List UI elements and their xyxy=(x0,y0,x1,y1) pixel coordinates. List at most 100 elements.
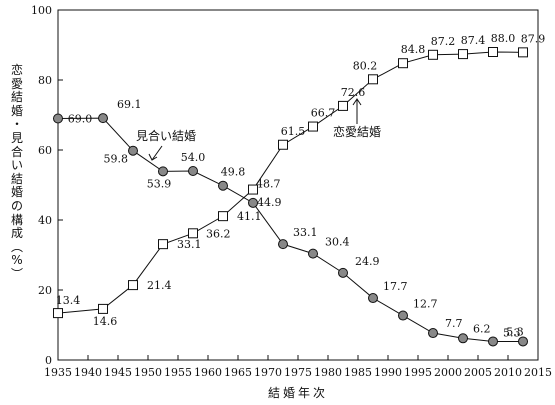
data-label: 14.6 xyxy=(93,315,118,328)
data-point-circle xyxy=(488,336,498,347)
data-label: 41.1 xyxy=(237,210,262,223)
data-label: 33.1 xyxy=(293,226,318,239)
data-label: 59.8 xyxy=(104,153,129,166)
data-point-square xyxy=(488,47,498,57)
annotation-arrowhead xyxy=(148,153,158,161)
data-label: 72.6 xyxy=(341,86,366,99)
y-axis-label-char: 合 xyxy=(10,144,23,159)
data-label: 36.2 xyxy=(206,227,231,240)
data-label: 24.9 xyxy=(355,255,380,268)
data-label: 7.7 xyxy=(445,317,463,330)
x-tick-label: 1970 xyxy=(254,366,282,379)
data-label: 54.0 xyxy=(181,151,206,164)
data-point-square xyxy=(278,139,288,150)
y-tick-label: 0 xyxy=(45,354,52,367)
y-axis-label-char: 見 xyxy=(10,130,23,145)
x-tick-label: 1935 xyxy=(44,366,72,379)
data-label: 66.7 xyxy=(311,107,336,120)
y-axis-label-char: 結 xyxy=(10,171,23,186)
data-point-square xyxy=(338,100,348,111)
series-line xyxy=(57,117,523,342)
data-point-square xyxy=(248,184,258,195)
data-point-circle xyxy=(158,166,168,177)
x-tick-label: 1985 xyxy=(344,366,372,379)
y-axis-label-char: 構 xyxy=(10,212,23,227)
x-tick-label: 1955 xyxy=(164,366,192,379)
data-point-square xyxy=(518,47,528,58)
x-tick-label: 2000 xyxy=(434,366,462,379)
data-point-circle xyxy=(428,328,438,339)
x-tick-label: 1995 xyxy=(404,366,432,379)
y-tick-label: 60 xyxy=(38,144,52,157)
x-tick-label: 1945 xyxy=(104,366,132,379)
data-label: 12.7 xyxy=(413,298,438,311)
data-label: 5.3 xyxy=(503,326,521,339)
x-tick-label: 1950 xyxy=(134,366,162,379)
data-label: 30.4 xyxy=(325,236,350,249)
data-point-square xyxy=(458,49,468,60)
data-point-circle xyxy=(518,336,528,347)
data-label: 13.4 xyxy=(56,294,81,307)
data-point-square xyxy=(398,58,408,69)
y-axis-label-char: の xyxy=(10,198,23,213)
data-point-square xyxy=(218,211,228,222)
y-tick-label: 20 xyxy=(38,284,52,297)
data-label: 84.8 xyxy=(401,43,426,56)
data-point-circle xyxy=(458,333,468,344)
data-point-circle xyxy=(98,113,108,124)
y-axis-label-char: 結 xyxy=(10,90,23,105)
x-tick-label: 1980 xyxy=(314,366,342,379)
annotation-arrow xyxy=(151,145,163,161)
data-label: 61.5 xyxy=(281,125,306,138)
data-label: 69.0 xyxy=(68,113,93,126)
data-label: 48.7 xyxy=(256,178,281,191)
data-point-circle xyxy=(398,310,408,321)
series-line xyxy=(57,51,524,314)
data-label: 87.2 xyxy=(431,35,456,48)
data-point-square xyxy=(158,239,168,250)
data-point-circle xyxy=(188,166,198,176)
y-axis-label-char: 婚 xyxy=(10,103,23,118)
y-axis-label-char: 成 xyxy=(10,226,23,241)
data-point-circle xyxy=(53,113,63,124)
data-label: 53.9 xyxy=(147,177,172,190)
data-point-square xyxy=(128,280,138,291)
data-label: 49.8 xyxy=(221,166,246,179)
x-axis-label: 結婚年次 xyxy=(267,386,328,400)
y-axis-label-char: % xyxy=(11,253,23,268)
x-tick-label: 2015 xyxy=(524,366,552,379)
plot-frame xyxy=(57,9,539,361)
y-axis-label-char: ・ xyxy=(10,117,23,132)
data-point-circle xyxy=(128,145,138,156)
data-label: 87.9 xyxy=(521,32,546,45)
data-label: 88.0 xyxy=(491,32,516,45)
x-tick-label: 1990 xyxy=(374,366,402,379)
series-annotation-renai: 恋愛結婚 xyxy=(333,124,381,139)
y-tick-label: 100 xyxy=(31,4,52,17)
x-tick-label: 2005 xyxy=(464,366,492,379)
data-label: 33.1 xyxy=(177,238,202,251)
y-tick-label: 80 xyxy=(38,74,52,87)
data-point-square xyxy=(53,308,63,319)
y-axis-label-char: い xyxy=(10,158,23,173)
data-point-square xyxy=(188,228,198,239)
data-point-circle xyxy=(248,197,258,208)
data-point-square xyxy=(428,49,438,60)
series-annotation-miai: 見合い結婚 xyxy=(136,128,196,143)
y-axis-label-char: 愛 xyxy=(10,76,23,91)
y-axis-label-char: ︶ xyxy=(10,266,23,281)
data-point-square xyxy=(368,74,378,85)
y-axis-label-char: 恋 xyxy=(10,63,23,77)
data-label: 87.4 xyxy=(461,34,486,47)
x-tick-label: 1960 xyxy=(194,366,222,379)
x-tick-label: 2010 xyxy=(494,366,522,379)
x-tick-label: 1965 xyxy=(224,366,252,379)
x-tick-label: 1940 xyxy=(74,366,102,379)
data-point-circle xyxy=(218,180,228,191)
y-axis-label: 恋愛結婚・見合い結婚の構成 ︵% ︶ xyxy=(4,63,30,282)
y-tick-label: 40 xyxy=(38,214,52,227)
data-point-circle xyxy=(278,239,288,250)
data-point-circle xyxy=(308,248,318,259)
data-label: 5.3 xyxy=(506,325,524,338)
